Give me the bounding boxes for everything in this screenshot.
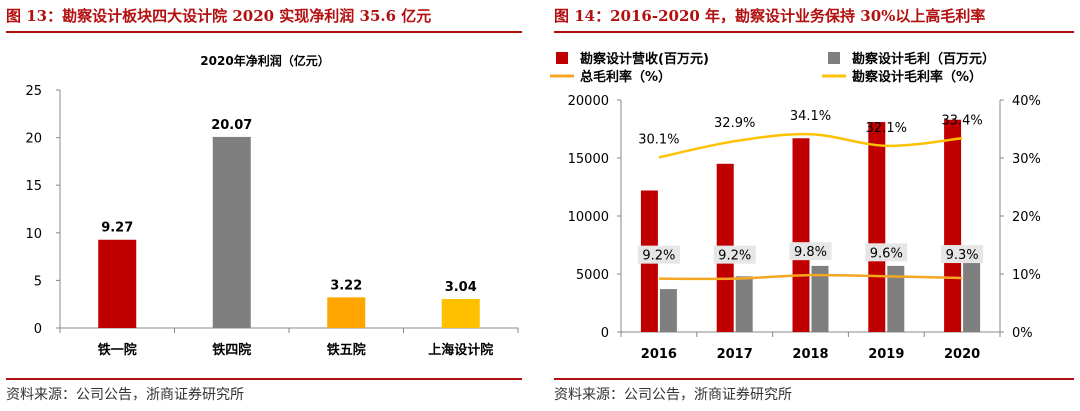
data-label-background (865, 243, 908, 262)
y-tick-label: 0 (34, 322, 42, 337)
y-tick-label: 25 (25, 84, 42, 99)
legend-swatch (556, 52, 568, 64)
data-label: 9.3% (946, 248, 979, 263)
right-figure-title: 图 14：2016-2020 年，勘察设计业务保持 30%以上高毛利率 (554, 7, 986, 25)
x-category-label: 铁五院 (326, 342, 366, 358)
right-figure-panel: 图 14：2016-2020 年，勘察设计业务保持 30%以上高毛利率 勘察设计… (548, 0, 1080, 411)
bar-铁五院 (327, 297, 366, 328)
data-label-background (941, 245, 984, 264)
right-title-rule (554, 31, 1074, 33)
data-label: 9.8% (794, 245, 827, 260)
bar-gross-profit-2017 (735, 276, 753, 332)
legend-label: 勘察设计毛利率（%） (852, 69, 982, 85)
x-category-label: 2019 (868, 347, 904, 362)
left-title-rule (6, 31, 522, 33)
bar-gross-profit-2019 (887, 265, 905, 332)
legend-swatch (828, 52, 840, 64)
data-label: 32.1% (866, 121, 907, 136)
x-category-label: 2018 (792, 347, 828, 362)
x-category-label: 铁四院 (211, 342, 251, 358)
data-label: 9.6% (870, 246, 903, 261)
y-left-tick-label: 10000 (568, 210, 609, 225)
x-category-label: 铁一院 (97, 342, 137, 358)
right-source-rule (554, 378, 1074, 380)
y-right-tick-label: 30% (1012, 152, 1041, 167)
y-right-tick-label: 40% (1012, 94, 1041, 109)
y-right-tick-label: 0% (1012, 326, 1033, 341)
bar-gross-profit-2020 (963, 260, 981, 332)
x-category-label: 2020 (944, 347, 980, 362)
y-tick-label: 15 (25, 179, 42, 194)
left-figure-title: 图 13：勘察设计板块四大设计院 2020 实现净利润 35.6 亿元 (6, 7, 432, 25)
y-left-tick-label: 20000 (568, 94, 609, 109)
bar-gross-profit-2018 (811, 265, 829, 332)
data-label: 9.2% (718, 249, 751, 264)
left-source-note: 资料来源：公司公告，浙商证券研究所 (6, 387, 244, 403)
x-category-label: 2017 (717, 347, 753, 362)
bar-revenue-2020 (944, 119, 962, 332)
design-margin-line (658, 132, 963, 159)
data-label: 34.1% (790, 109, 831, 124)
data-label-background (637, 245, 680, 264)
data-label: 9.27 (101, 221, 133, 236)
y-tick-label: 20 (25, 132, 42, 147)
data-label: 32.9% (714, 116, 755, 131)
y-right-tick-label: 10% (1012, 268, 1041, 283)
data-label: 30.1% (638, 132, 679, 147)
data-label: 9.2% (642, 249, 675, 264)
total-margin-line (658, 273, 963, 281)
legend-label: 勘察设计营收(百万元) (580, 51, 709, 67)
y-right-tick-label: 20% (1012, 210, 1041, 225)
bar-上海设计院 (441, 299, 480, 328)
left-source-rule (6, 378, 522, 380)
bar-铁四院 (212, 136, 251, 328)
x-category-label: 2016 (641, 347, 677, 362)
right-combo-chart: 勘察设计营收(百万元) 勘察设计毛利（百万元） 总毛利率（%） 勘察设计毛利率（%） 0… (550, 51, 1041, 362)
y-left-tick-label: 15000 (568, 152, 609, 167)
y-left-tick-label: 0 (601, 326, 609, 341)
left-bar-chart: 2020年净利润（亿元） 0 5 10 15 20 25 9.27 铁一院 20.07 铁四院 3.2… (25, 53, 519, 358)
x-category-label: 上海设计院 (428, 342, 493, 358)
bar-revenue-2019 (868, 122, 886, 332)
data-label: 33.4% (941, 113, 982, 128)
data-label: 3.04 (445, 280, 477, 295)
data-label: 20.07 (211, 118, 252, 133)
legend-label: 总毛利率（%） (580, 69, 671, 85)
left-figure-panel: 图 13：勘察设计板块四大设计院 2020 实现净利润 35.6 亿元 2020… (0, 0, 528, 411)
y-tick-label: 10 (25, 227, 42, 242)
data-label-background (713, 245, 756, 264)
right-source-note: 资料来源：公司公告，浙商证券研究所 (554, 387, 792, 403)
bar-revenue-2018 (792, 138, 810, 332)
data-label-background (789, 242, 832, 261)
bar-铁一院 (98, 239, 137, 328)
data-label: 3.22 (330, 278, 362, 293)
y-left-tick-label: 5000 (576, 268, 609, 283)
legend-label: 勘察设计毛利（百万元） (852, 51, 995, 67)
y-tick-label: 5 (34, 274, 42, 289)
bar-gross-profit-2016 (659, 289, 677, 332)
chart-title: 2020年净利润（亿元） (200, 53, 329, 68)
